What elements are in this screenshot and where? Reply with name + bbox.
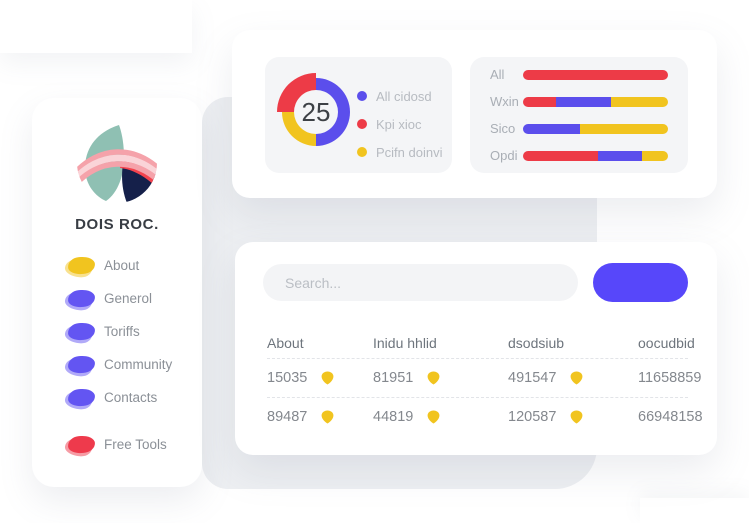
brand-title: DOIS ROC. <box>75 216 159 233</box>
bar-segment <box>598 150 642 161</box>
bar-segment <box>556 96 612 107</box>
legend-dot-icon <box>357 147 367 157</box>
table-cell: 44819 <box>373 409 508 425</box>
shield-icon <box>427 410 440 424</box>
table-row[interactable]: 89487 44819 120587 66948158 <box>267 398 703 436</box>
sidebar: DOIS ROC. About Generol <box>32 98 202 487</box>
bar-segment <box>641 150 668 161</box>
legend-dot-icon <box>357 119 367 129</box>
legend-dot-icon <box>357 91 367 101</box>
blob-icon <box>63 322 96 346</box>
shield-icon <box>321 410 334 424</box>
donut-center-value: 25 <box>301 96 331 127</box>
legend-item: Kpi xioc <box>357 110 442 138</box>
bar-row: Opdi <box>470 148 688 163</box>
sidebar-item-free-tools[interactable]: Free Tools <box>63 428 202 461</box>
stacked-bars-panel: All Wxin Sico <box>470 57 688 173</box>
table-row[interactable]: 15035 81951 491547 11658859 <box>267 359 701 397</box>
shield-icon <box>427 371 440 385</box>
bar-row: All <box>470 67 688 82</box>
blob-icon <box>63 435 96 459</box>
brand-logo <box>77 123 157 203</box>
table-card: About Inidu hhlid dsodsiub oocudbid 1503… <box>235 242 717 455</box>
blob-icon <box>63 256 96 280</box>
stacked-bar-chart: All Wxin Sico <box>470 61 688 169</box>
bar-segment <box>579 123 668 134</box>
sidebar-item-label: About <box>104 258 140 273</box>
shield-icon <box>570 410 583 424</box>
row-divider <box>267 397 688 398</box>
stats-card: 25 All cidosd Kpi xioc Pcifn doinvi <box>232 30 717 198</box>
table-cell: 120587 <box>508 409 638 425</box>
decor-block-top-left <box>0 0 192 53</box>
table-cell: 491547 <box>508 370 638 386</box>
bar-segment <box>523 150 599 161</box>
row-divider <box>267 358 688 359</box>
bar-segment <box>523 69 668 80</box>
bar-segment <box>611 96 668 107</box>
bar-track <box>523 69 668 80</box>
sidebar-item-label: Free Tools <box>104 437 167 452</box>
sidebar-item-community[interactable]: Community <box>63 348 202 381</box>
sidebar-item-about[interactable]: About <box>63 249 202 282</box>
shield-icon <box>321 371 334 385</box>
bar-row: Wxin <box>470 94 688 109</box>
table-cell: 66948158 <box>638 409 703 425</box>
bar-track <box>523 123 668 134</box>
table-cell: 89487 <box>267 409 373 425</box>
search-button[interactable] <box>593 263 688 302</box>
donut-chart <box>277 73 350 146</box>
blob-icon <box>63 388 96 412</box>
sidebar-item-label: Toriffs <box>104 324 140 339</box>
blob-icon <box>63 355 96 379</box>
donut-chart-panel: 25 All cidosd Kpi xioc Pcifn doinvi <box>265 57 452 173</box>
search-input[interactable] <box>263 264 578 301</box>
table-cell: 11658859 <box>638 370 702 386</box>
sidebar-item-label: Contacts <box>104 390 158 405</box>
bar-track <box>523 150 668 161</box>
column-header: Inidu hhlid <box>373 335 437 351</box>
sidebar-item-label: Generol <box>104 291 153 306</box>
column-header: About <box>267 335 304 351</box>
bar-segment <box>523 96 557 107</box>
table-header-row: About Inidu hhlid dsodsiub oocudbid <box>267 328 695 358</box>
column-header: dsodsiub <box>508 335 565 351</box>
decor-block-bottom-right <box>640 498 749 523</box>
sidebar-item-toriffs[interactable]: Toriffs <box>63 315 202 348</box>
bar-row: Sico <box>470 121 688 136</box>
bar-track <box>523 96 668 107</box>
table-cell: 15035 <box>267 370 373 386</box>
data-table: About Inidu hhlid dsodsiub oocudbid 1503… <box>235 328 717 436</box>
sidebar-item-contacts[interactable]: Contacts <box>63 381 202 414</box>
table-cell: 81951 <box>373 370 508 386</box>
bar-segment <box>523 123 580 134</box>
donut-legend: All cidosd Kpi xioc Pcifn doinvi <box>357 82 442 166</box>
blob-icon <box>63 289 96 313</box>
logo-icon <box>77 123 157 203</box>
sidebar-item-generol[interactable]: Generol <box>63 282 202 315</box>
sidebar-menu: About Generol Toriffs <box>32 249 202 461</box>
shield-icon <box>570 371 583 385</box>
sidebar-item-label: Community <box>104 357 173 372</box>
legend-item: Pcifn doinvi <box>357 138 442 166</box>
column-header: oocudbid <box>638 335 695 351</box>
legend-item: All cidosd <box>357 82 442 110</box>
